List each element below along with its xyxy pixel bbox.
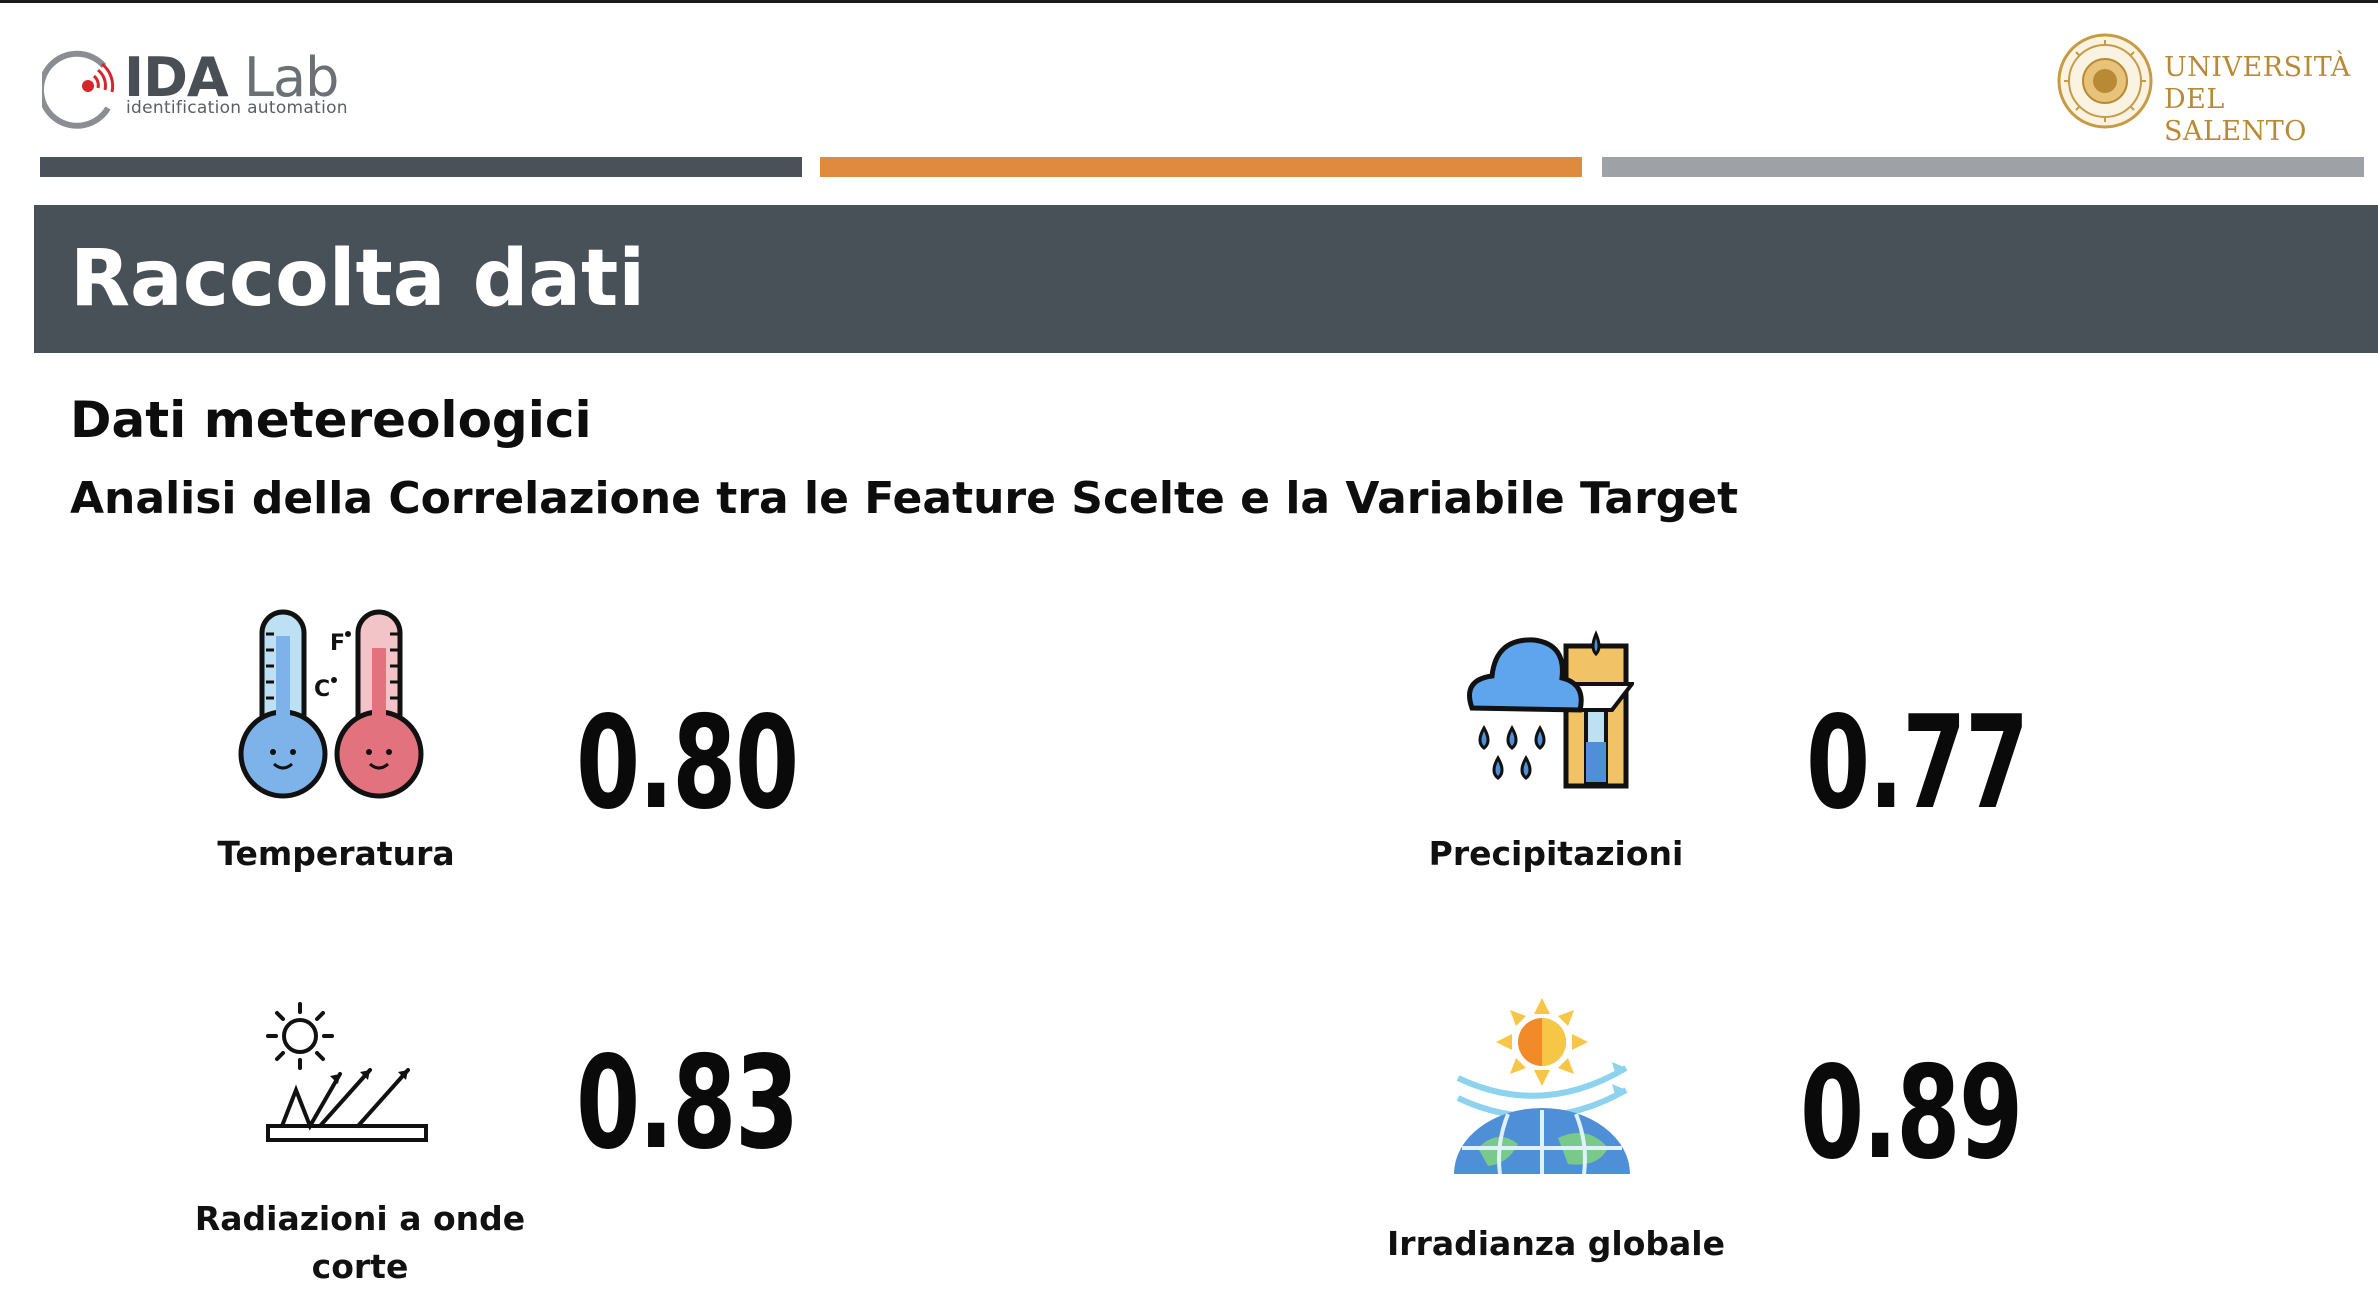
temperature-label: Temperatura [217,834,455,873]
ida-lab-logo: IDA Lab identification automation [42,46,362,134]
university-seal-icon [2057,33,2153,129]
svg-text:C: C [314,677,330,702]
thermometer-icon: F C [238,609,424,799]
title-banner: Raccolta dati [34,205,2378,353]
divider-bar-orange [820,157,1582,177]
shortwave-radiation-label: Radiazioni a onde corte [194,1199,526,1286]
shortwave-radiation-icon [266,1002,428,1142]
rain-gauge-icon [1467,630,1634,789]
global-irradiance-icon [1454,998,1630,1175]
precipitation-value: 0.77 [1806,689,2029,838]
ida-lab-tagline: identification automation [126,98,348,118]
university-logo: UNIVERSITÀ DEL SALENTO [2056,32,2356,147]
global-irradiance-label: Irradianza globale [1387,1224,1725,1263]
university-name: UNIVERSITÀ DEL SALENTO [2164,52,2356,148]
global-irradiance-value: 0.89 [1800,1039,2023,1188]
section-subtitle: Analisi della Correlazione tra le Featur… [70,473,1739,524]
ida-lab-name-ida: IDA [124,46,229,109]
page-title: Raccolta dati [70,234,646,324]
divider-bar-dark [40,157,802,177]
university-name-line2: DEL SALENTO [2164,84,2307,147]
ida-lab-name-lab: Lab [243,46,339,109]
precipitation-label: Precipitazioni [1428,834,1684,873]
top-border [0,0,2378,3]
section-title: Dati metereologici [70,391,592,449]
divider-bar-grey [1602,157,2364,177]
shortwave-radiation-value: 0.83 [576,1029,799,1178]
ida-lab-name: IDA Lab [124,46,339,110]
university-name-line1: UNIVERSITÀ [2164,52,2351,83]
svg-text:F: F [330,631,345,656]
ida-lab-logo-icon [42,50,115,129]
temperature-value: 0.80 [576,689,799,838]
